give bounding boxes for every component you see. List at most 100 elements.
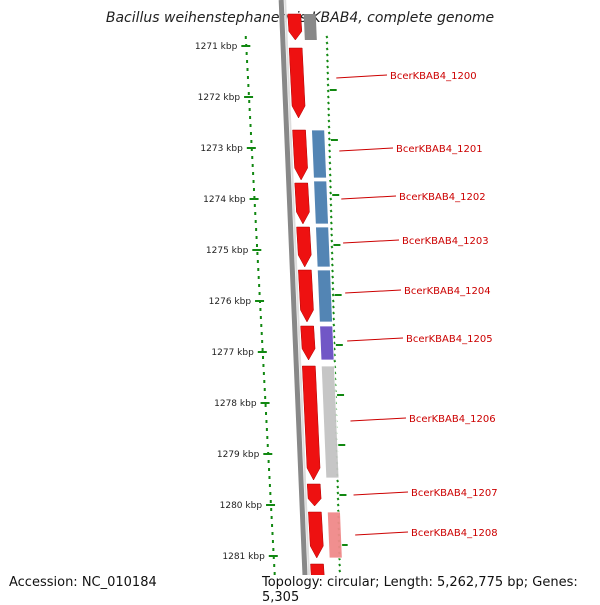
outer-ring-dot [328, 143, 331, 147]
gene-label[interactable]: BcerKBAB4_1207 [411, 488, 498, 499]
scale-dot [254, 220, 257, 223]
outer-ring-dot [326, 83, 330, 87]
scale-dot [246, 68, 249, 71]
gene-labels: BcerKBAB4_1200 BcerKBAB4_1201 BcerKBAB4_12… [336, 71, 498, 539]
scale-dot [252, 180, 255, 183]
outer-ring-dot [336, 479, 339, 483]
label-pointer [345, 289, 402, 294]
scale-dot [257, 276, 260, 279]
scale-dot [262, 372, 265, 375]
outer-ring-dot [326, 89, 330, 93]
scale-dot [266, 436, 269, 439]
gene-label[interactable]: BcerKBAB4_1204 [404, 286, 491, 297]
scale-dot [259, 308, 262, 311]
outer-ring-dot [336, 503, 340, 507]
scale-dot [265, 412, 268, 415]
outer-ring-dot [326, 95, 330, 99]
scale-dot [273, 564, 276, 567]
feature-segment [319, 325, 335, 361]
outer-ring-dot [332, 323, 336, 327]
scale-dot [255, 244, 258, 247]
scale-tick-label: 1274 kbp [203, 195, 246, 205]
scale-dot [271, 540, 274, 543]
scale-tick-label: 1276 kbp [209, 297, 252, 307]
scale-dot [271, 532, 274, 535]
outer-ring-dot [338, 569, 342, 573]
outer-ring-dot [326, 71, 330, 75]
scale-dot [249, 132, 252, 135]
cds-arrow [302, 365, 321, 481]
outer-ring-dot [329, 215, 333, 219]
scale-dot [260, 324, 263, 327]
scale-dot [257, 268, 260, 271]
outer-ring-dot [328, 179, 332, 183]
scale-dot [266, 444, 269, 447]
outer-ring-dot [331, 293, 335, 297]
outer-ring-dot [330, 245, 334, 249]
outer-ring-dot [325, 35, 329, 39]
scale-dot [269, 500, 272, 503]
scale-tick-label: 1278 kbp [214, 399, 257, 409]
outer-ring-dot [332, 317, 336, 321]
scale-dot [267, 460, 270, 463]
label-pointer [339, 147, 394, 152]
outer-ring-dot [336, 497, 340, 501]
scale-dot [246, 76, 249, 79]
scale-dot [253, 196, 256, 199]
gene-label[interactable]: BcerKBAB4_1208 [411, 528, 498, 539]
scale-dot [256, 252, 259, 255]
scale-tick-label: 1273 kbp [200, 144, 243, 154]
scale-dot [255, 236, 258, 239]
outer-ring-dot [330, 251, 334, 255]
scale-dot [260, 332, 263, 335]
outer-ring-dot [327, 107, 331, 111]
cds-arrow [292, 129, 308, 181]
outer-ring-dot [328, 167, 332, 171]
feature-segment [315, 226, 331, 268]
scale-dot [252, 188, 255, 191]
outer-ring-dot [327, 101, 330, 105]
outer-ring-dot [329, 203, 333, 207]
outer-ring-dot [336, 491, 340, 495]
scale-dot [265, 428, 268, 431]
scale-dot [245, 52, 248, 55]
gene-label[interactable]: BcerKBAB4_1202 [399, 192, 486, 203]
gene-label[interactable]: BcerKBAB4_1206 [409, 414, 496, 425]
cds-arrow [294, 182, 310, 225]
gene-label[interactable]: BcerKBAB4_1203 [402, 236, 489, 247]
outer-ring-dot [330, 239, 334, 243]
outer-ring-dot [328, 161, 332, 165]
outer-ring-dot [327, 125, 331, 129]
scale-dot [249, 116, 252, 119]
gene-label[interactable]: BcerKBAB4_1201 [396, 144, 483, 155]
gene-label[interactable]: BcerKBAB4_1200 [390, 71, 477, 82]
outer-ring-dot [332, 329, 336, 333]
scale-dot [246, 60, 249, 63]
scale-dot [249, 124, 252, 127]
cds-arrow [296, 226, 312, 268]
scale-dot [264, 396, 267, 399]
feature-segment [326, 511, 343, 559]
outer-ring-dot [325, 41, 329, 45]
cds-arrow [308, 511, 324, 559]
cds-arrow [298, 269, 314, 323]
outer-ring-dot [327, 131, 331, 135]
outer-ring-dot [326, 65, 330, 69]
label-pointer [353, 491, 409, 496]
outer-ring-dot [336, 485, 340, 489]
feature-segment [311, 129, 327, 179]
gene-label[interactable]: BcerKBAB4_1205 [406, 334, 493, 345]
cds-track [287, 13, 326, 600]
scale-tick-label: 1271 kbp [195, 42, 238, 52]
scale-dot [255, 228, 258, 231]
scale-tick-label: 1275 kbp [206, 246, 249, 256]
scale-dot [270, 508, 273, 511]
outer-ring-dot [329, 197, 333, 201]
feature-segment [313, 180, 329, 225]
cds-arrow [300, 325, 316, 361]
scale-dot [268, 484, 271, 487]
scale-dot [273, 572, 276, 575]
scale-dot [250, 140, 253, 143]
outer-ring-dot [328, 173, 332, 177]
